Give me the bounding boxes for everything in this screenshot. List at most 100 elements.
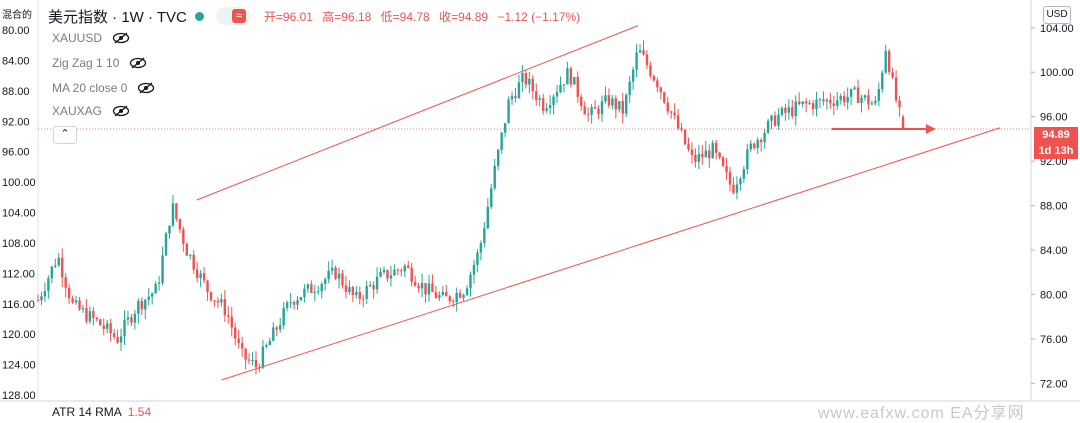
candle-body (61, 257, 64, 278)
candle-body (168, 225, 171, 234)
candle-body (562, 84, 566, 86)
status-pill[interactable]: ≈ (215, 7, 250, 25)
candle-body (483, 228, 486, 243)
candle-body (150, 293, 154, 297)
candle-body (420, 283, 424, 289)
candle-body (714, 142, 718, 153)
candle-body (867, 95, 870, 105)
eye-hidden-icon[interactable] (129, 57, 147, 69)
candle-body (853, 87, 856, 89)
candle-body (881, 72, 884, 90)
candle-body (137, 300, 140, 314)
candle-body (334, 267, 337, 279)
eye-hidden-icon[interactable] (137, 82, 155, 94)
candle-body (268, 340, 272, 346)
candle-body (230, 316, 233, 328)
candle-body (663, 92, 666, 103)
right-axis-tick-label: 76.00 (1040, 334, 1068, 346)
candle-body (265, 345, 268, 347)
indicator-xauusd[interactable]: XAUUSD (52, 31, 130, 45)
candle-body (223, 299, 227, 316)
candle-body (199, 273, 202, 278)
candle-body (687, 144, 690, 150)
candle-body (490, 188, 493, 207)
candle-body (386, 270, 389, 279)
candle-body (351, 287, 355, 296)
atr-label: ATR 14 RMA (52, 405, 122, 419)
candle-body (434, 292, 438, 299)
candle-body (690, 149, 694, 155)
symbol-title[interactable]: 美元指数 · 1W · TVC (48, 8, 187, 26)
left-axis-tick-label: 108.00 (2, 238, 36, 250)
ohlc-close: 收=94.89 (439, 9, 489, 24)
candle-body (884, 50, 887, 73)
candle-body (894, 77, 898, 101)
market-status-dot (194, 11, 204, 21)
candle-body (569, 68, 573, 85)
candle-body (766, 120, 770, 133)
candle-body (393, 269, 396, 276)
candle-body (521, 73, 524, 83)
candle-body (794, 101, 797, 117)
candle-body (337, 273, 341, 279)
candle-body (299, 297, 303, 301)
candle-body (901, 116, 905, 129)
candle-body (476, 252, 479, 265)
candle-body (47, 278, 50, 292)
candle-body (292, 302, 296, 305)
candle-body (102, 325, 105, 329)
candle-body (479, 242, 483, 253)
left-axis-tick-label: 120.00 (2, 329, 36, 341)
candle-body (791, 107, 794, 117)
atr-indicator-legend[interactable]: ATR 14 RMA 1.54 (52, 405, 151, 419)
candle-body (898, 100, 901, 107)
collapse-indicators-button[interactable]: ⌃ (53, 126, 77, 144)
candle-body (545, 108, 548, 111)
candle-body (67, 287, 71, 299)
candle-body (36, 300, 40, 301)
candle-body (40, 296, 43, 301)
ohlc-low: 低=94.78 (380, 9, 430, 24)
candle-body (759, 139, 763, 143)
currency-badge[interactable]: USD (1043, 6, 1071, 24)
candle-body (638, 50, 642, 53)
candle-body (711, 142, 714, 159)
candle-body (863, 95, 867, 98)
change-readout: −1.12 (−1.17%) (497, 9, 581, 24)
candle-body (725, 165, 728, 173)
watermark: www.eafxw.com EA分享网 (818, 405, 1025, 422)
candle-body (417, 285, 420, 289)
candle-body (739, 178, 742, 185)
ohlc-high: 高=96.18 (322, 9, 372, 24)
right-axis-tick-label: 92.00 (1040, 156, 1068, 168)
right-axis-tick-label: 72.00 (1040, 378, 1068, 390)
candle-body (514, 95, 517, 99)
candle-body (185, 243, 188, 256)
candle-body (808, 103, 811, 105)
left-axis-tick-label: 124.00 (2, 360, 36, 372)
right-axis-tick-label: 96.00 (1040, 112, 1068, 124)
candle-body (112, 333, 116, 337)
eye-hidden-icon[interactable] (112, 105, 130, 117)
candle-body (161, 255, 164, 283)
candle-body (732, 184, 735, 193)
candle-body (846, 96, 849, 103)
candle-body (811, 103, 815, 110)
candle-body (220, 299, 223, 303)
candle-body (531, 78, 535, 92)
indicator-ma20[interactable]: MA 20 close 0 (52, 81, 155, 95)
ohlc-open: 开=96.01 (263, 9, 313, 24)
eye-hidden-icon[interactable] (112, 32, 130, 44)
candle-body (389, 275, 393, 279)
channel-upper-line (196, 25, 639, 201)
candle-body (721, 157, 725, 166)
candle-body (109, 323, 112, 334)
indicator-zigzag[interactable]: Zig Zag 1 10 (52, 56, 147, 70)
candle-body (375, 276, 379, 290)
candle-body (669, 111, 673, 113)
candle-body (178, 219, 182, 230)
candle-body (860, 97, 863, 103)
atr-value: 1.54 (127, 405, 152, 419)
indicator-xauxag[interactable]: XAUXAG (52, 104, 130, 118)
